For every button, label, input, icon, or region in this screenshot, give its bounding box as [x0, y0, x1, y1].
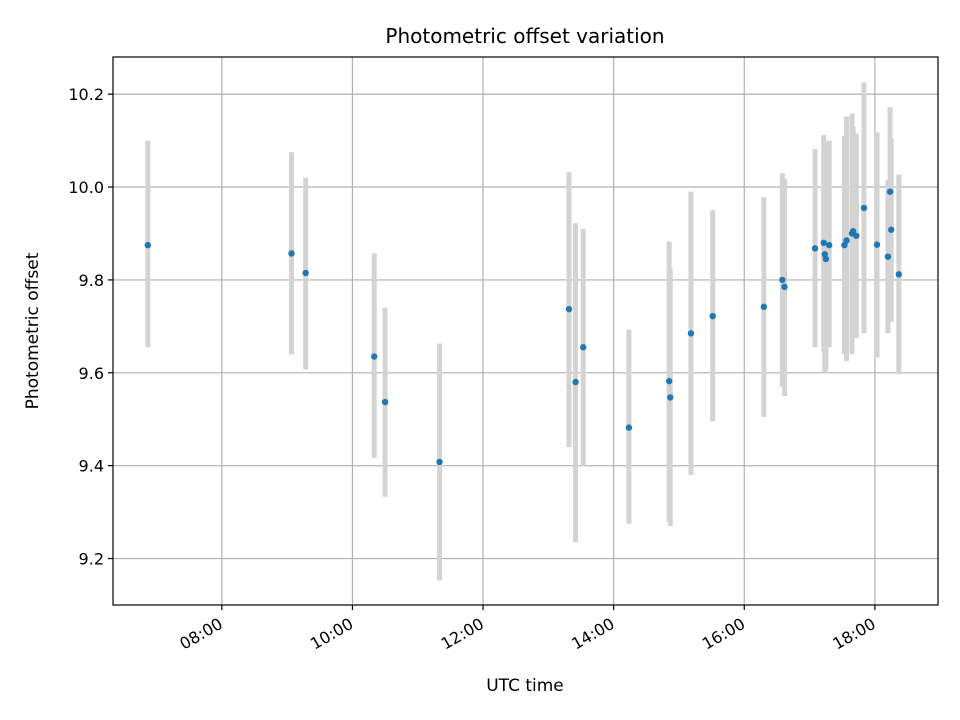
data-point — [825, 241, 833, 249]
data-point — [572, 378, 579, 386]
data-points — [144, 188, 903, 466]
data-point — [822, 255, 830, 263]
data-point — [884, 253, 892, 260]
plot-frame — [112, 56, 939, 606]
data-point — [625, 424, 633, 431]
data-point — [820, 239, 827, 246]
data-point — [302, 269, 309, 277]
x-axis-label: UTC time — [486, 676, 564, 696]
data-point — [779, 276, 786, 284]
data-point — [371, 353, 378, 360]
data-point — [381, 398, 389, 406]
data-point — [760, 303, 768, 311]
data-point — [849, 227, 857, 235]
data-point — [288, 250, 295, 257]
y-axis-ticks: 9.2 9.4 9.6 9.8 10.0 10.2 — [68, 85, 113, 569]
y-tick-label: 10.0 — [68, 178, 104, 197]
data-point — [667, 394, 674, 401]
y-axis-label: Photometric offset — [23, 252, 43, 409]
data-point — [687, 330, 695, 337]
y-tick-label: 10.2 — [68, 85, 104, 104]
chart-title: Photometric offset variation — [385, 24, 664, 48]
data-point — [843, 237, 850, 244]
data-point — [860, 204, 868, 212]
y-tick-label: 9.4 — [79, 457, 104, 476]
data-point — [811, 245, 819, 252]
data-point — [565, 305, 573, 313]
data-point — [709, 312, 716, 320]
data-point — [665, 377, 673, 385]
y-tick-label: 9.6 — [79, 364, 104, 383]
data-point — [895, 271, 903, 278]
y-tick-label: 9.8 — [79, 271, 104, 290]
data-point — [886, 188, 894, 195]
data-point — [781, 283, 788, 291]
data-point — [579, 344, 587, 351]
data-point — [436, 458, 443, 466]
y-tick-label: 9.2 — [79, 550, 104, 569]
data-point — [873, 241, 881, 248]
data-point — [887, 226, 895, 233]
data-point — [144, 241, 152, 249]
data-point — [853, 232, 860, 239]
